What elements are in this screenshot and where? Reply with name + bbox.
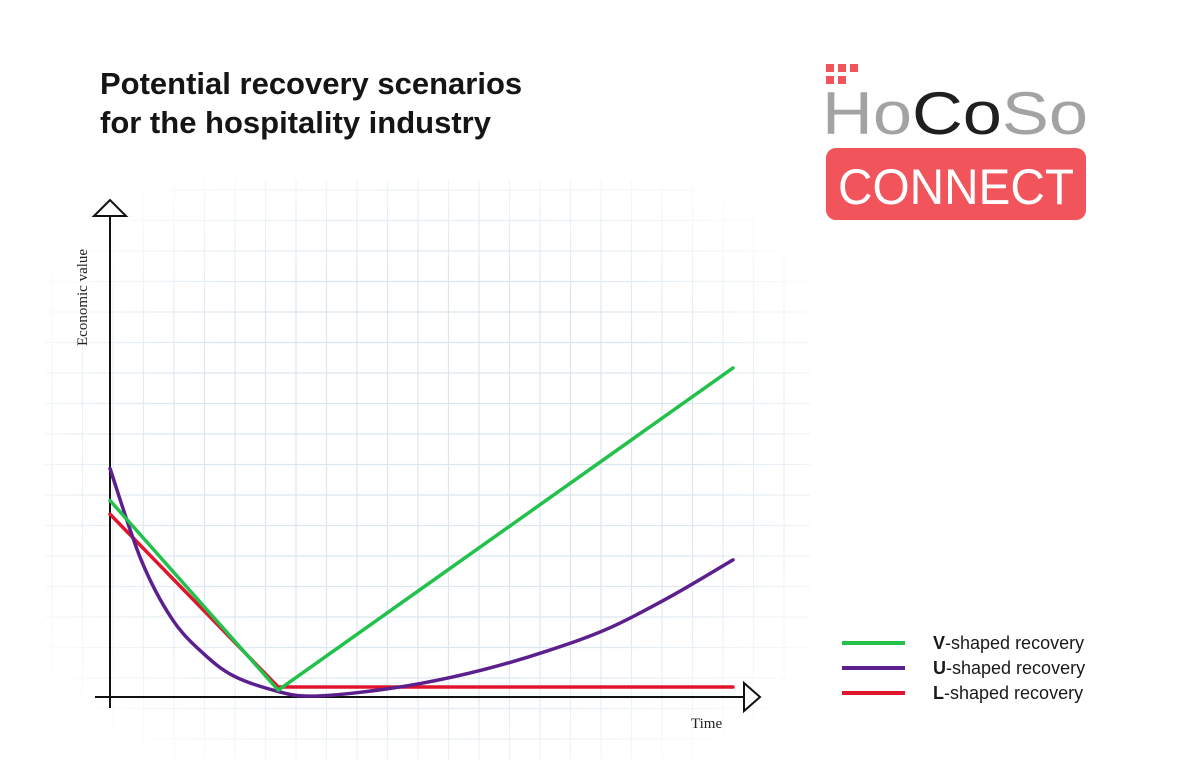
logo-bottom-text: CONNECT bbox=[838, 159, 1074, 215]
logo-dot bbox=[838, 64, 846, 72]
logo-top-text: Ho Co So bbox=[822, 80, 1088, 147]
series-lines bbox=[108, 366, 735, 698]
hocoso-logo: Ho Co So CONNECT bbox=[822, 64, 1088, 220]
legend-label: L-shaped recovery bbox=[933, 683, 1083, 703]
series-line-v-shaped bbox=[108, 366, 735, 692]
legend-label: U-shaped recovery bbox=[933, 658, 1085, 678]
logo-dot bbox=[838, 76, 846, 84]
x-axis-arrow bbox=[743, 680, 762, 714]
axes: Economic value Time bbox=[75, 198, 762, 732]
logo-dot bbox=[826, 76, 834, 84]
logo-bottom-banner bbox=[826, 148, 1086, 220]
x-axis-label: Time bbox=[691, 716, 722, 732]
legend: V-shaped recovery U-shaped recovery L-shap… bbox=[842, 633, 1085, 703]
logo-dots bbox=[826, 64, 858, 84]
y-axis-label: Economic value bbox=[75, 249, 91, 346]
series-line-u-shaped bbox=[108, 466, 735, 698]
title-line-2: for the hospitality industry bbox=[100, 105, 491, 140]
title-line-1: Potential recovery scenarios bbox=[100, 66, 523, 101]
legend-label: V-shaped recovery bbox=[933, 633, 1084, 653]
y-axis-arrow bbox=[91, 198, 129, 217]
logo-dot bbox=[826, 64, 834, 72]
chart-title: Potential recovery scenarios for the hos… bbox=[100, 64, 522, 142]
series-line-l-shaped bbox=[108, 512, 735, 689]
grid-fade bbox=[40, 170, 820, 770]
logo-dot bbox=[850, 64, 858, 72]
